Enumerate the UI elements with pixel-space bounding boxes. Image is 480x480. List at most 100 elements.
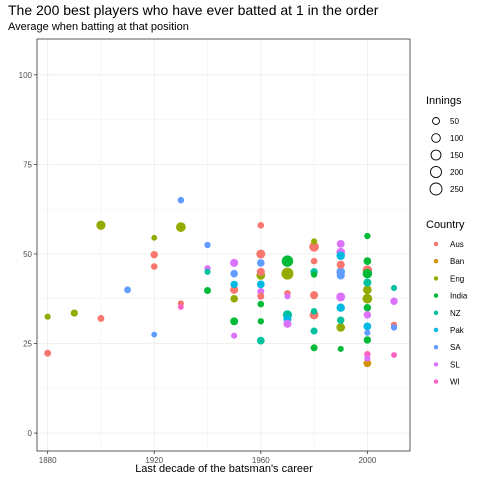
data-point bbox=[257, 221, 265, 229]
data-point bbox=[336, 240, 345, 248]
panel-background bbox=[37, 39, 410, 451]
data-point bbox=[309, 241, 319, 252]
data-point bbox=[364, 350, 371, 358]
data-point bbox=[230, 285, 239, 294]
legend-label: Eng bbox=[450, 274, 464, 283]
data-point bbox=[336, 292, 346, 302]
legend-color-key bbox=[433, 276, 439, 281]
grid-lines bbox=[37, 39, 410, 451]
data-point bbox=[204, 268, 211, 275]
legend-label: SA bbox=[450, 343, 461, 352]
data-point bbox=[256, 267, 265, 276]
data-point bbox=[44, 313, 51, 320]
data-point bbox=[204, 241, 211, 249]
data-point bbox=[151, 234, 158, 241]
y-tick-label: 75 bbox=[23, 160, 32, 169]
legend-label: India bbox=[450, 292, 468, 301]
data-point bbox=[257, 318, 264, 325]
data-point bbox=[363, 322, 372, 331]
legend-title: Country bbox=[426, 219, 465, 231]
y-tick-label: 50 bbox=[23, 250, 32, 259]
data-point bbox=[204, 286, 212, 295]
legend-label: NZ bbox=[450, 309, 461, 318]
data-point bbox=[177, 304, 184, 310]
data-point bbox=[336, 251, 345, 260]
data-point bbox=[150, 263, 158, 270]
country-legend: Country Aus Ban Eng India NZ Pak SA SL WI bbox=[426, 219, 468, 387]
y-tick-label: 25 bbox=[23, 340, 32, 349]
axes: 0 25 50 75 100 1880 1920 1960 2000 bbox=[19, 38, 411, 465]
data-point bbox=[311, 271, 318, 278]
legend-label: 50 bbox=[450, 117, 459, 126]
x-tick-label: 2000 bbox=[358, 456, 376, 465]
legend-size-key bbox=[430, 166, 442, 178]
data-point bbox=[230, 269, 238, 278]
legend-color-key bbox=[433, 241, 439, 247]
legend-size-key bbox=[430, 149, 442, 161]
data-point bbox=[311, 238, 318, 245]
legend-label: 150 bbox=[450, 151, 464, 160]
data-point bbox=[363, 278, 372, 287]
legend-color-key bbox=[433, 379, 439, 384]
data-point bbox=[230, 294, 238, 303]
data-point bbox=[97, 315, 105, 322]
data-point bbox=[256, 336, 265, 345]
data-point bbox=[363, 359, 372, 368]
legend-label: 250 bbox=[450, 185, 464, 194]
chart-title: The 200 best players who have ever batte… bbox=[8, 2, 379, 18]
data-point bbox=[256, 249, 266, 259]
data-point bbox=[231, 332, 238, 339]
plot-panel bbox=[37, 39, 410, 451]
panel-border bbox=[36, 38, 411, 452]
data-point bbox=[390, 297, 398, 305]
data-point bbox=[230, 317, 239, 326]
y-tick-label: 0 bbox=[28, 429, 33, 438]
legend-color-key bbox=[433, 327, 439, 333]
data-point bbox=[362, 268, 373, 279]
data-point bbox=[281, 267, 294, 280]
x-axis-label: Last decade of the batsman's career bbox=[135, 463, 313, 475]
data-point bbox=[230, 280, 238, 289]
data-point bbox=[310, 291, 319, 300]
data-point bbox=[336, 260, 345, 269]
data-point bbox=[257, 259, 265, 267]
data-point bbox=[284, 293, 291, 300]
legend-size-key bbox=[432, 117, 440, 125]
data-point bbox=[310, 327, 318, 335]
data-point bbox=[176, 222, 186, 232]
data-point bbox=[336, 323, 346, 332]
legend-title: Innings bbox=[426, 95, 462, 107]
data-point bbox=[363, 257, 372, 266]
legend-color-key bbox=[433, 259, 439, 264]
y-tick-label: 100 bbox=[19, 71, 33, 80]
data-point bbox=[70, 309, 78, 317]
legend-size-key bbox=[431, 133, 441, 143]
data-point bbox=[44, 349, 52, 357]
data-point bbox=[230, 258, 239, 267]
data-point bbox=[150, 250, 158, 259]
data-point bbox=[390, 324, 398, 331]
legend-label: Aus bbox=[450, 240, 464, 249]
data-point bbox=[364, 232, 371, 240]
data-point bbox=[257, 292, 265, 300]
legend-label: Pak bbox=[450, 326, 465, 335]
legend-label: SL bbox=[450, 360, 460, 369]
data-point bbox=[151, 331, 158, 338]
x-tick-label: 1920 bbox=[145, 456, 163, 465]
data-point bbox=[124, 286, 131, 294]
legend-color-key bbox=[433, 293, 439, 298]
data-point bbox=[96, 220, 106, 230]
x-tick-label: 1880 bbox=[39, 456, 57, 465]
data-point bbox=[283, 319, 292, 328]
data-point bbox=[362, 293, 373, 304]
legend-label: 200 bbox=[450, 168, 464, 177]
data-point bbox=[310, 344, 318, 352]
data-point bbox=[364, 355, 371, 362]
legend-label: WI bbox=[450, 378, 460, 387]
data-point bbox=[363, 285, 372, 295]
data-point bbox=[336, 271, 345, 280]
data-point bbox=[363, 336, 372, 344]
data-point bbox=[281, 255, 294, 267]
data-point bbox=[177, 196, 185, 204]
